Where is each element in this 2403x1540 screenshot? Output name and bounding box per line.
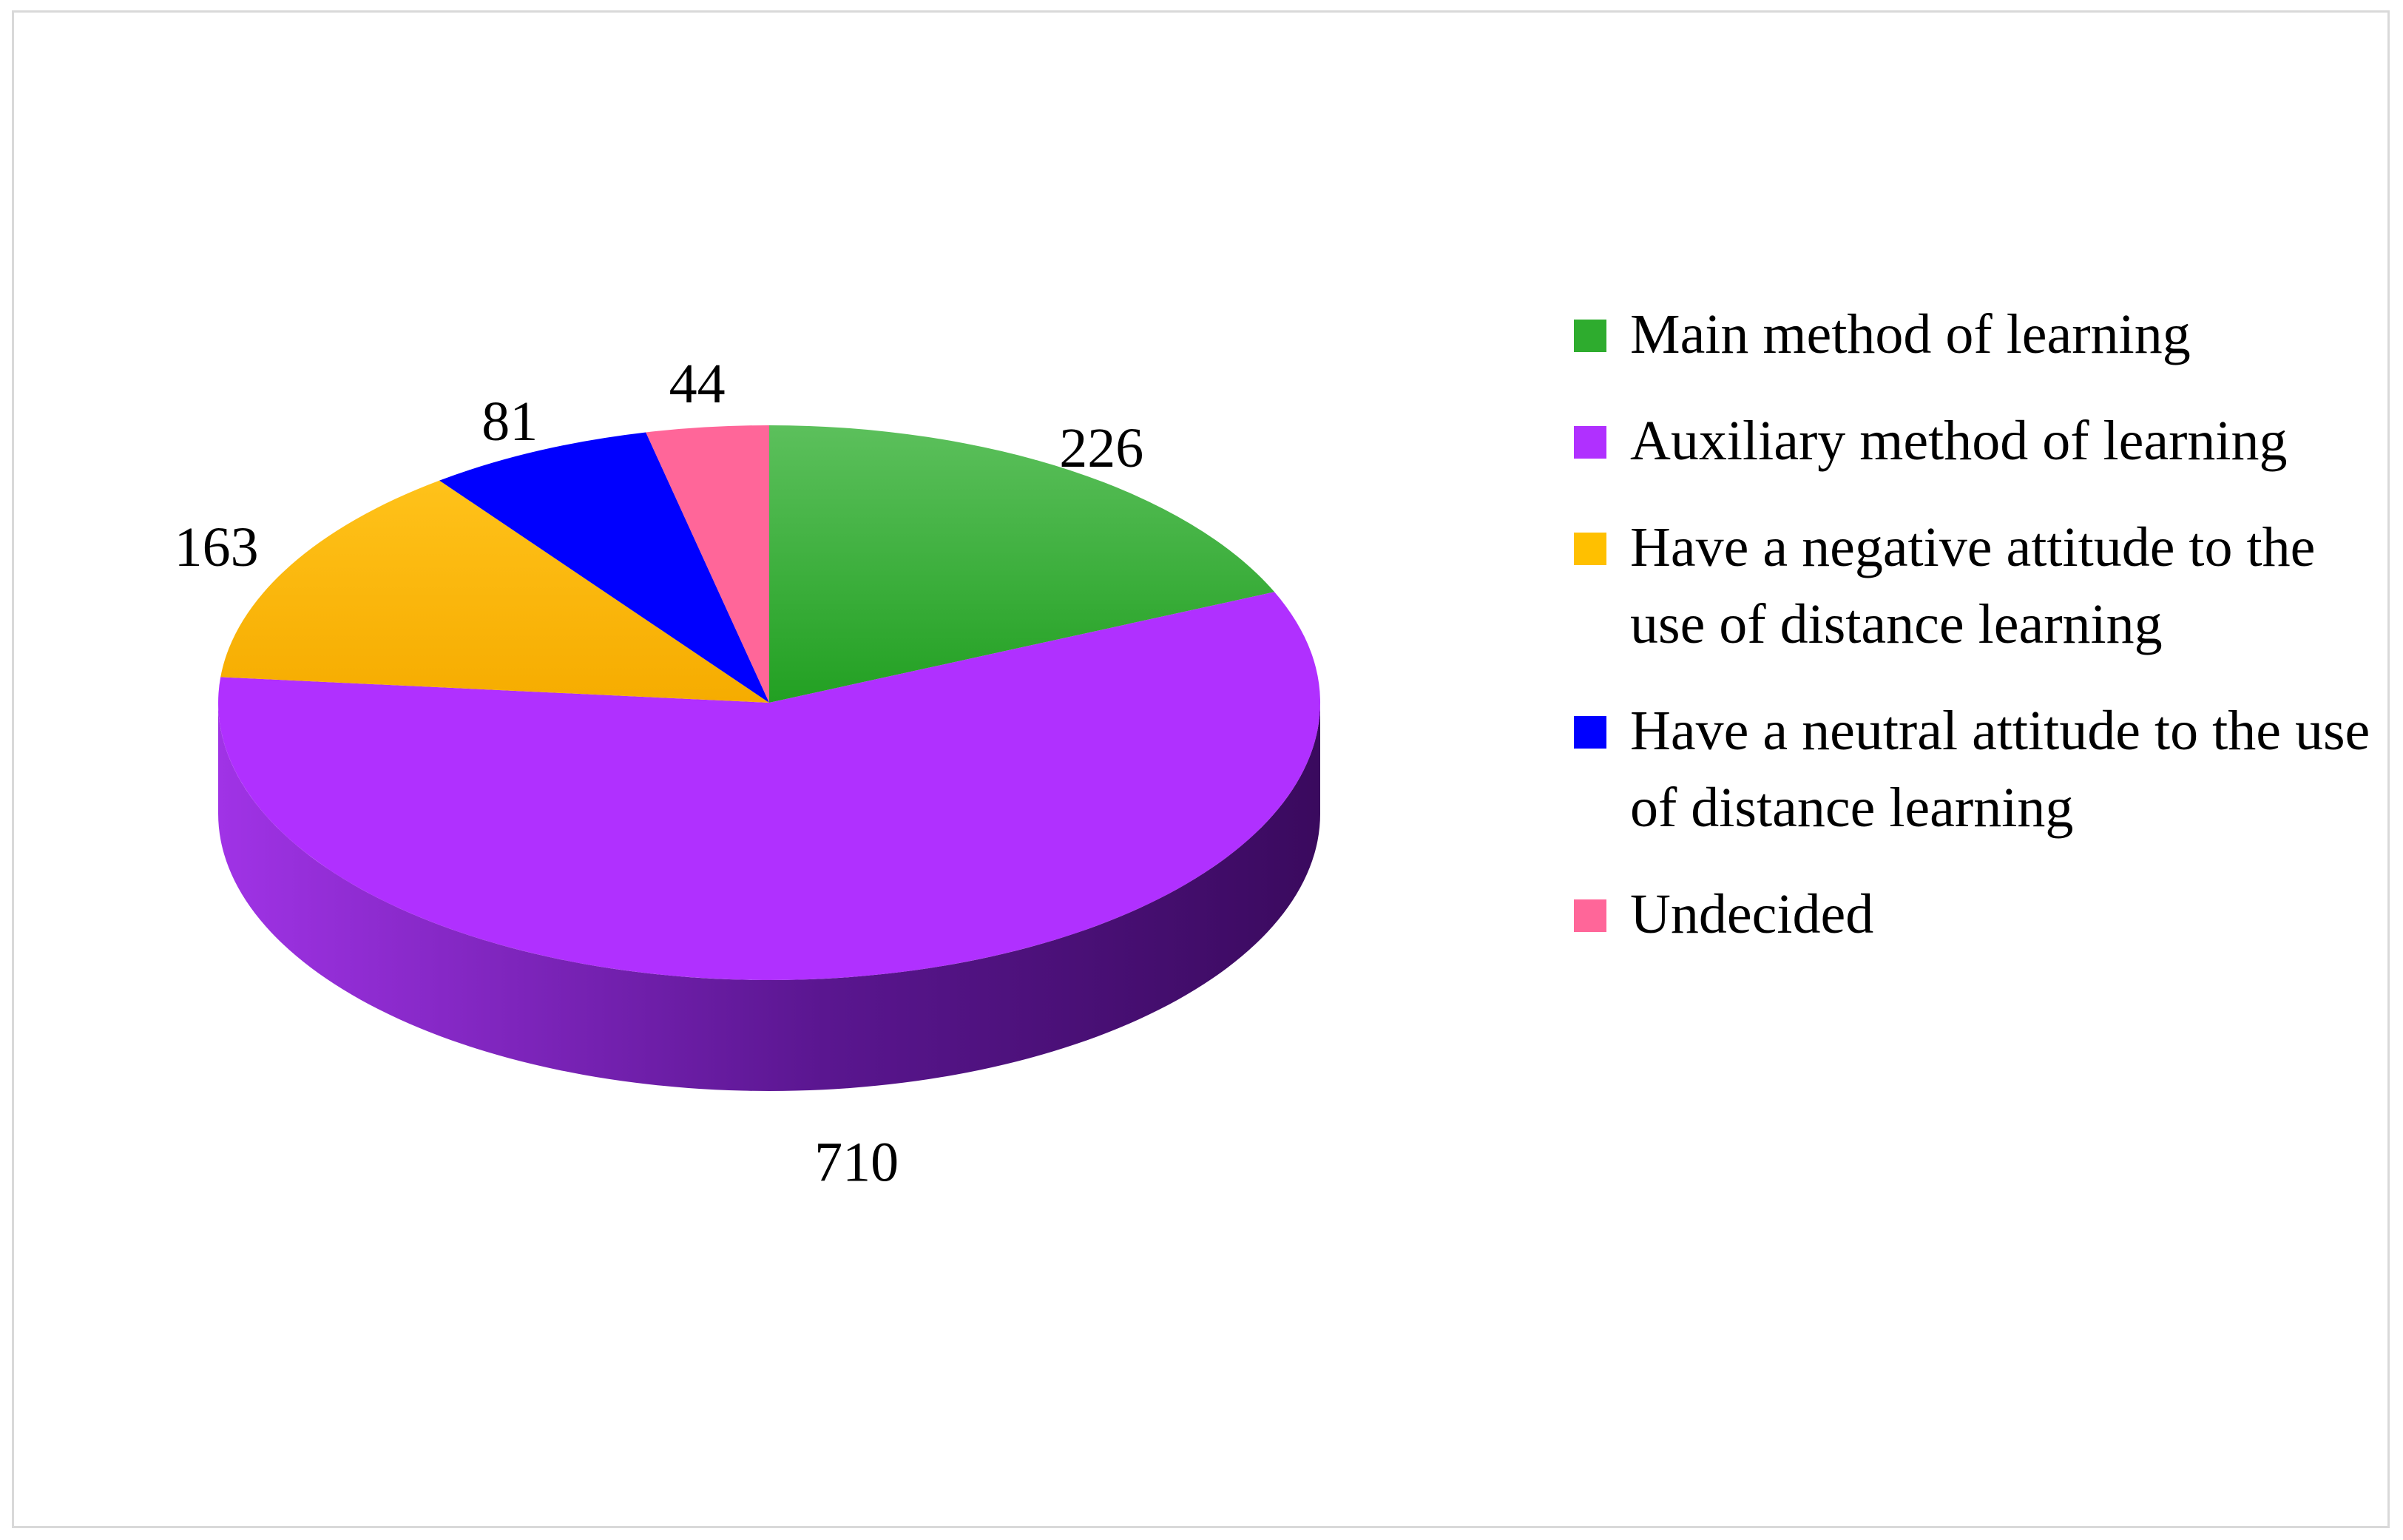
data-label-neutral-attitude: 81 xyxy=(481,391,538,453)
pie-side-auxiliary-method xyxy=(218,703,1320,1091)
pie-slice-negative-attitude xyxy=(220,480,769,703)
legend-item-neutral-attitude: Have a neutral attitude to the use of di… xyxy=(1568,692,2389,846)
data-label-auxiliary-method: 710 xyxy=(814,1131,899,1193)
data-label-main-method: 226 xyxy=(1059,417,1143,479)
pie-slice-main-method xyxy=(769,425,1275,703)
legend-swatch xyxy=(1574,320,1606,352)
data-label-negative-attitude: 163 xyxy=(175,516,259,578)
pie-side-wall xyxy=(218,703,1320,1091)
pie-slice-auxiliary-method xyxy=(218,592,1321,980)
legend-item-auxiliary-method: Auxiliary method of learning xyxy=(1568,402,2389,479)
legend-item-main-method: Main method of learning xyxy=(1568,296,2389,373)
legend-item-undecided: Undecided xyxy=(1568,876,2389,953)
legend-swatch xyxy=(1574,716,1606,749)
legend-swatch xyxy=(1574,899,1606,932)
pie-slice-undecided xyxy=(646,425,769,703)
legend-label: Undecided xyxy=(1630,883,1874,945)
legend-label: Have a neutral attitude to the use of di… xyxy=(1630,700,2370,839)
legend: Main method of learning Auxiliary method… xyxy=(1568,296,2389,982)
legend-label: Auxiliary method of learning xyxy=(1630,410,2288,472)
legend-swatch xyxy=(1574,426,1606,459)
legend-swatch xyxy=(1574,533,1606,565)
data-label-undecided: 44 xyxy=(669,353,726,415)
legend-label: Main method of learning xyxy=(1630,303,2191,365)
legend-label: Have a negative attitude to the use of d… xyxy=(1630,516,2316,655)
legend-item-negative-attitude: Have a negative attitude to the use of d… xyxy=(1568,509,2389,663)
pie-slice-neutral-attitude xyxy=(439,432,769,703)
